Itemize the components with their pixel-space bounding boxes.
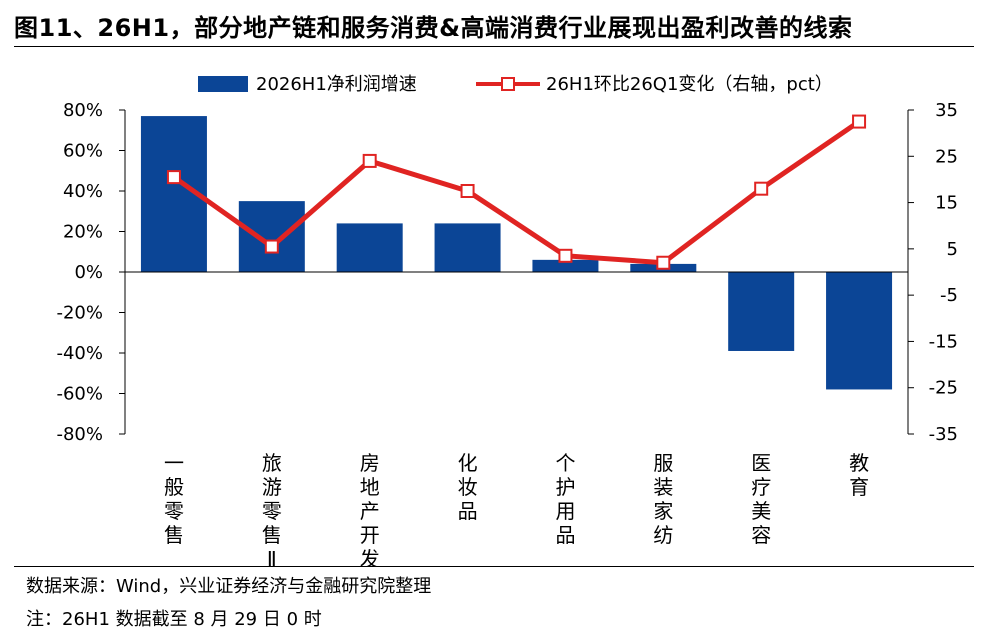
line-point-2: [362, 153, 377, 168]
right-axis-tick-label: -35: [929, 424, 958, 445]
right-axis-tick-label: -25: [929, 378, 958, 399]
left-axis-tick-label: 40%: [63, 181, 103, 202]
right-axis-tick-label: -5: [940, 285, 958, 306]
category-label-3: 化妆品: [458, 451, 478, 523]
note-text: 注：26H1 数据截至 8 月 29 日 0 时: [26, 609, 322, 630]
category-label-6: 医疗美容: [751, 451, 771, 547]
right-axis-tick-label: 5: [947, 239, 958, 260]
bar-1: [238, 201, 305, 272]
bar-6: [728, 272, 795, 351]
bar-4: [532, 259, 599, 272]
source-text: 数据来源：Wind，兴业证券经济与金融研究院整理: [26, 576, 432, 597]
left-axis-tick-label: -60%: [56, 384, 103, 405]
right-axis-tick-label: 25: [935, 146, 958, 167]
line-point-0: [166, 170, 181, 185]
left-axis-tick-label: 0%: [74, 262, 103, 283]
line-point-1: [264, 239, 279, 254]
left-axis-tick-label: -20%: [56, 303, 103, 324]
right-axis-tick-label: 15: [935, 193, 958, 214]
title-divider: [14, 46, 974, 47]
footer-divider: [14, 566, 974, 567]
category-label-5: 服装家纺: [653, 451, 673, 547]
legend-label-bar: 2026H1净利润增速: [256, 74, 417, 95]
line-point-4: [558, 248, 573, 263]
bar-3: [434, 223, 501, 272]
line-point-3: [460, 184, 475, 198]
right-axis-tick-label: 35: [935, 100, 958, 121]
chart-title: 图11、26H1，部分地产链和服务消费&高端消费行业展现出盈利改善的线索: [14, 14, 853, 42]
left-axis-tick-label: 60%: [63, 141, 103, 162]
category-label-1: 旅游零售 Ⅱ: [262, 451, 282, 566]
line-point-6: [754, 181, 769, 196]
category-label-4: 个护用品: [555, 451, 575, 547]
line-series: [166, 114, 867, 270]
left-axis: 80% 60% 40% 20% 0% -20% -40% -60% -80%: [56, 100, 126, 445]
category-labels: 一般零售 旅游零售 Ⅱ 房地产开发 化妆品 个护用品 服装家纺 医疗美容 教育: [164, 451, 869, 566]
line-point-5: [656, 255, 671, 270]
right-axis-tick-label: -15: [929, 331, 958, 352]
left-axis-tick-label: -80%: [56, 424, 103, 445]
line-path: [172, 119, 861, 266]
bar-series: [140, 116, 893, 390]
right-axis: 35 25 15 5 -5 -15 -25 -35: [907, 100, 958, 445]
legend-bar-swatch: [198, 76, 248, 92]
category-label-0: 一般零售: [164, 451, 184, 547]
bar-7: [826, 272, 893, 390]
legend-label-line: 26H1环比26Q1变化（右轴，pct）: [546, 74, 833, 95]
combo-chart: 2026H1净利润增速 26H1环比26Q1变化（右轴，pct） 80% 60% 40…: [56, 74, 958, 566]
line-point-7: [852, 114, 867, 129]
left-axis-tick-label: -40%: [56, 343, 103, 364]
left-axis-tick-label: 80%: [63, 100, 103, 121]
legend: 2026H1净利润增速 26H1环比26Q1变化（右轴，pct）: [198, 74, 833, 95]
bar-2: [336, 223, 403, 272]
category-label-2: 房地产开发: [360, 451, 380, 566]
category-label-7: 教育: [849, 451, 869, 499]
legend-line-marker: [501, 77, 515, 91]
left-axis-tick-label: 20%: [63, 222, 103, 243]
